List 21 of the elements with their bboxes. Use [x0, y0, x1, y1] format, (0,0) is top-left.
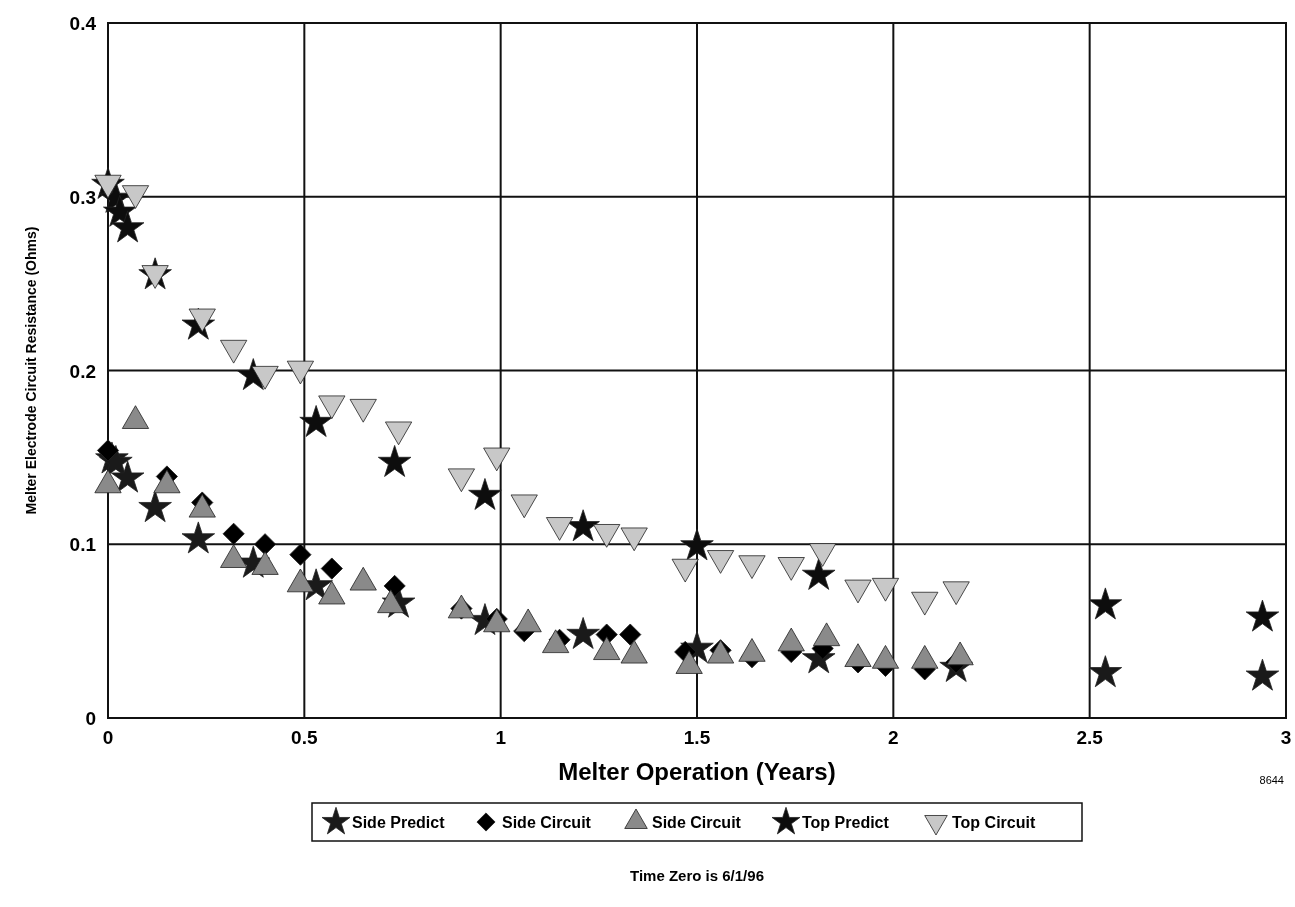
x-tick-label: 2 — [888, 727, 899, 748]
y-tick-label: 0.3 — [69, 186, 96, 208]
x-tick-label: 1 — [495, 727, 507, 748]
x-tick-label: 0 — [102, 727, 114, 748]
y-axis-title: Melter Electrode Circuit Resistance (Ohms) — [23, 226, 39, 515]
y-tick-label: 0 — [85, 708, 96, 729]
legend-label: Top Circuit — [952, 814, 1036, 831]
legend-label: Side Circuit — [652, 814, 742, 831]
y-tick-label: 0.2 — [69, 360, 96, 382]
y-tick-label: 0.4 — [69, 13, 97, 34]
x-tick-label: 3 — [1280, 727, 1292, 748]
legend-label: Side Circuit — [502, 814, 592, 831]
x-tick-label: 0.5 — [291, 727, 318, 748]
x-tick-label: 1.5 — [683, 727, 711, 748]
legend-label: Top Predict — [802, 814, 890, 831]
y-tick-label: 0.1 — [69, 534, 97, 556]
x-axis-title: Melter Operation (Years) — [558, 758, 836, 785]
x-tick-label: 2.5 — [1076, 727, 1104, 748]
legend-label: Side Predict — [352, 814, 446, 831]
text: 8644 — [1259, 774, 1284, 786]
text: Time Zero is 6/1/96 — [630, 867, 764, 884]
